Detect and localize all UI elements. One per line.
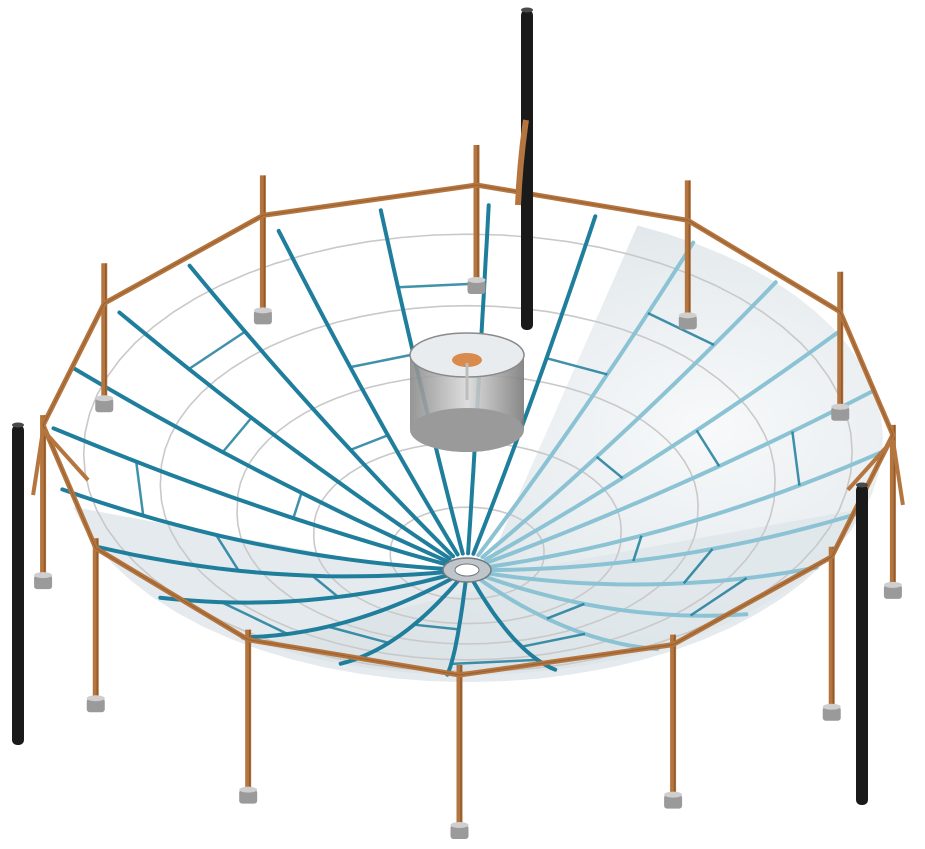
center-hub	[442, 557, 492, 583]
concentric-ring	[389, 506, 545, 600]
frame-strut	[41, 428, 90, 482]
tall-post-cap	[856, 482, 868, 488]
leg-foot	[664, 794, 683, 809]
leg-foot	[467, 280, 486, 295]
leg-foot	[86, 698, 105, 713]
tall-post	[12, 425, 24, 745]
outer-frame	[31, 182, 905, 678]
leg-foot	[831, 406, 850, 421]
leg-foot-top	[34, 572, 53, 579]
receiver-plate	[452, 353, 482, 367]
leg-foot	[883, 584, 902, 599]
radial-rib	[240, 574, 458, 640]
reflector-membrane	[73, 225, 883, 683]
radial-rib	[479, 573, 749, 618]
concentric-ring	[159, 304, 776, 661]
rib-brace	[221, 416, 253, 453]
leg-foot	[253, 310, 272, 325]
rib-brace	[413, 623, 459, 631]
frame-strut	[846, 438, 895, 492]
tall-post	[521, 10, 533, 330]
concentric-ring	[82, 233, 854, 673]
leg-foot-top	[95, 395, 114, 402]
rib-brace	[350, 353, 414, 369]
receiver-cylinder	[409, 332, 525, 452]
radial-rib	[485, 449, 885, 570]
concentric-ring	[312, 441, 622, 625]
leg-foot-top	[467, 277, 486, 284]
rib-brace	[632, 535, 643, 562]
frame-strut	[31, 429, 46, 496]
rib-brace	[215, 534, 240, 572]
leg-foot	[822, 706, 841, 721]
radial-rib	[483, 330, 840, 562]
tall-post	[856, 485, 868, 805]
leg-foot-top	[831, 403, 850, 410]
tall-post-cap	[521, 7, 533, 13]
leg-foot	[34, 575, 53, 590]
rib-brace	[188, 330, 246, 371]
rib-brace	[134, 461, 145, 516]
tall-post-cap	[12, 422, 24, 428]
rib-brace	[791, 431, 801, 486]
concentric-ring	[236, 374, 699, 645]
rib-brace	[521, 632, 586, 648]
frame-strut	[890, 439, 905, 506]
leg-foot-top	[239, 786, 258, 793]
leg-foot	[678, 315, 697, 330]
feed-arm	[515, 119, 529, 206]
radial-ribs	[51, 203, 885, 677]
frame-edge	[42, 184, 894, 676]
hub-hole	[454, 563, 480, 577]
radial-rib	[445, 576, 468, 677]
receiver-bottom	[410, 408, 524, 452]
leg-foot-top	[664, 791, 683, 798]
radial-rib	[484, 510, 865, 573]
tall-posts	[12, 7, 868, 805]
rib-brace	[546, 602, 585, 620]
leg-foot-top	[253, 307, 272, 314]
radial-rib	[51, 426, 449, 567]
radial-rib	[485, 388, 876, 565]
rib-brace	[327, 625, 390, 645]
leg-foot-top	[678, 312, 697, 319]
radial-rib	[480, 280, 778, 560]
leg-foot	[450, 824, 469, 839]
radial-rib	[60, 487, 449, 571]
rib-brace	[451, 658, 538, 666]
radial-rib	[158, 572, 454, 605]
radial-rib	[187, 263, 456, 559]
radial-rib	[474, 574, 660, 652]
rib-brace	[311, 574, 339, 598]
radial-rib	[117, 310, 452, 561]
rib-brace	[292, 492, 303, 519]
leg-foot	[95, 398, 114, 413]
rib-brace	[689, 577, 748, 617]
rib-brace	[221, 601, 289, 636]
rib-brace	[695, 429, 721, 467]
radial-rib	[276, 228, 460, 557]
rib-brace	[682, 548, 714, 585]
rib-brace	[595, 455, 624, 480]
leg-foot-top	[883, 581, 902, 588]
concentric-rings	[82, 233, 854, 673]
leg-foot-top	[822, 703, 841, 710]
radial-rib	[476, 240, 696, 558]
leg-foot-top	[86, 695, 105, 702]
radial-rib	[71, 365, 450, 564]
radial-rib	[482, 565, 819, 587]
leg-foot	[239, 789, 258, 804]
membrane-bowl	[73, 506, 863, 683]
leg-foot-top	[450, 821, 469, 828]
rib-brace	[350, 434, 389, 452]
radial-rib	[471, 214, 598, 556]
radial-rib	[96, 545, 451, 579]
rib-brace	[546, 356, 608, 376]
support-legs	[34, 145, 902, 839]
